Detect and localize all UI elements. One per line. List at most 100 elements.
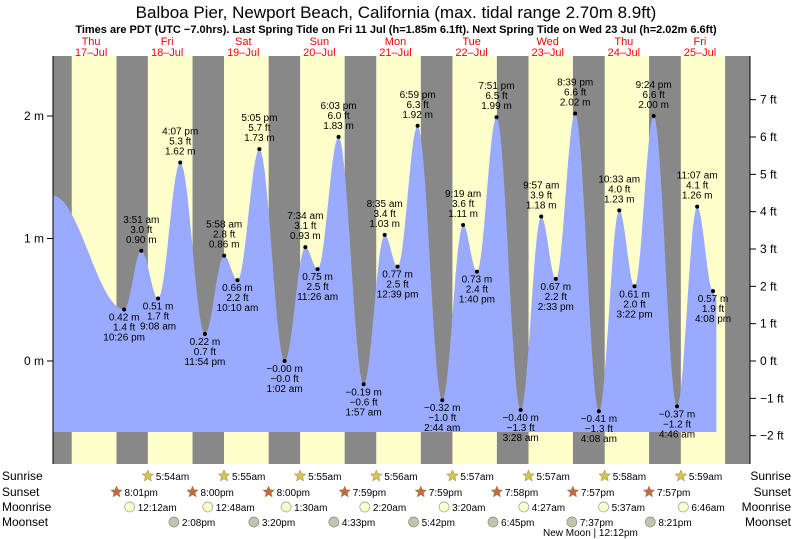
tide-label: 6.3 ft — [407, 100, 429, 111]
tide-label: −0.41 m — [581, 414, 617, 425]
tide-label: 2:33 pm — [538, 302, 574, 313]
tide-point — [518, 408, 523, 412]
moonset-time: 4:33pm — [342, 518, 375, 529]
tide-label: 7:51 pm — [478, 81, 514, 92]
tide-label: 0.77 m — [382, 270, 413, 281]
tide-point — [675, 404, 680, 409]
sunset-time: 8:00pm — [201, 488, 234, 499]
moonset-time: 6:45pm — [501, 518, 534, 529]
y-tick-label-ft: 5 ft — [760, 167, 777, 181]
sunrise-time: 5:56am — [384, 472, 417, 483]
y-tick-label-ft: 2 ft — [760, 279, 777, 293]
tide-label: 5.3 ft — [169, 137, 191, 148]
tide-label: 0.73 m — [462, 275, 493, 286]
tide-label: −0.0 ft — [271, 374, 299, 385]
tide-point — [122, 307, 127, 312]
tide-label: 6.6 ft — [564, 88, 586, 99]
day-label-date: 19–Jul — [227, 47, 259, 59]
day-label-weekday: Thu — [82, 36, 101, 48]
tide-label: 3:51 am — [123, 215, 159, 226]
y-tick-label-ft: 0 ft — [760, 354, 777, 368]
sunrise-icon — [141, 469, 155, 482]
day-label-weekday: Wed — [537, 36, 559, 48]
row-label-right: Sunrise — [750, 469, 791, 483]
tide-label: 2.2 ft — [226, 293, 248, 304]
tide-label: 4:07 pm — [162, 127, 198, 138]
moonrise-icon — [598, 501, 609, 513]
sunrise-time: 5:55am — [308, 472, 341, 483]
tide-label: 3.0 ft — [130, 225, 152, 236]
tide-label: 2.00 m — [638, 100, 669, 111]
tide-label: 11:07 am — [677, 171, 718, 182]
tide-label: 11:26 am — [297, 292, 338, 303]
tide-label: 3.4 ft — [374, 209, 396, 220]
tide-point — [257, 147, 262, 152]
tide-label: 1:40 pm — [459, 295, 495, 306]
tide-label: −0.40 m — [502, 413, 538, 424]
tide-label: 9:08 am — [140, 322, 176, 333]
moonrise-icon — [280, 501, 292, 513]
chart-title: Balboa Pier, Newport Beach, California (… — [136, 3, 657, 22]
moonrise-time: 6:46am — [691, 503, 724, 514]
tide-label: 1.18 m — [526, 200, 557, 211]
tide-label: 6.0 ft — [327, 111, 349, 122]
tide-label: −0.32 m — [424, 403, 460, 414]
day-label-weekday: Sat — [235, 36, 252, 48]
tide-label: 2.5 ft — [386, 280, 408, 291]
moonrise-time: 4:27am — [532, 503, 565, 514]
moonrise-time: 2:20am — [373, 503, 406, 514]
tide-label: 1.23 m — [604, 194, 635, 205]
tide-point — [315, 267, 320, 272]
day-label-date: 20–Jul — [303, 47, 335, 59]
tide-label: 1.26 m — [682, 191, 713, 202]
day-label-weekday: Sun — [310, 36, 330, 48]
sunset-icon — [338, 485, 352, 498]
tide-label: 4.1 ft — [686, 181, 708, 192]
moonrise-icon — [124, 501, 136, 513]
tide-label: 0.75 m — [302, 272, 333, 283]
sunset-icon — [186, 485, 199, 498]
chart-subtitle: Times are PDT (UTC −7.0hrs). Last Spring… — [75, 24, 717, 36]
tide-point — [282, 359, 287, 363]
tide-label: 0.90 m — [126, 235, 157, 246]
moonset-time: 5:42pm — [422, 518, 455, 529]
sunset-time: 7:57pm — [657, 488, 690, 499]
moonset-time: 7:37pm — [580, 518, 613, 529]
tide-point — [440, 398, 445, 403]
tide-label: 1.4 ft — [113, 323, 135, 334]
moonset-icon — [487, 516, 499, 528]
tide-label: 3.9 ft — [530, 190, 552, 201]
tide-point — [361, 382, 366, 387]
y-tick-label-ft: 7 ft — [760, 93, 777, 107]
y-tick-label-m: 2 m — [24, 109, 44, 123]
sunrise-time: 5:57am — [460, 472, 493, 483]
tide-label: 6:59 pm — [400, 90, 436, 101]
sunrise-icon — [446, 469, 459, 482]
row-label-left: Moonset — [2, 515, 49, 529]
tide-label: −0.6 ft — [350, 397, 378, 408]
y-tick-label-ft: −2 ft — [760, 429, 784, 443]
tide-label: 1.03 m — [369, 219, 400, 230]
tide-label: 2:44 am — [424, 423, 460, 434]
tide-label: 1.7 ft — [147, 312, 169, 323]
sunset-time: 7:59pm — [429, 488, 462, 499]
tide-point — [202, 332, 207, 337]
tide-point — [336, 134, 341, 139]
moonset-icon — [408, 516, 419, 528]
tide-label: 0.86 m — [209, 240, 240, 251]
tide-label: 2.0 ft — [623, 299, 645, 310]
tide-point — [596, 409, 601, 414]
moonrise-icon — [678, 501, 689, 513]
moonrise-time: 12:48am — [216, 503, 255, 514]
tide-label: 1:57 am — [346, 407, 382, 418]
sunset-icon — [414, 485, 428, 498]
tide-label: 6:03 pm — [321, 101, 357, 112]
moonset-icon — [248, 516, 260, 528]
tide-label: 6.5 ft — [485, 91, 507, 102]
tide-area-layer — [53, 113, 717, 432]
sunset-time: 7:57pm — [581, 488, 614, 499]
tide-label: 3:28 am — [503, 433, 539, 444]
sunset-icon — [642, 485, 656, 498]
